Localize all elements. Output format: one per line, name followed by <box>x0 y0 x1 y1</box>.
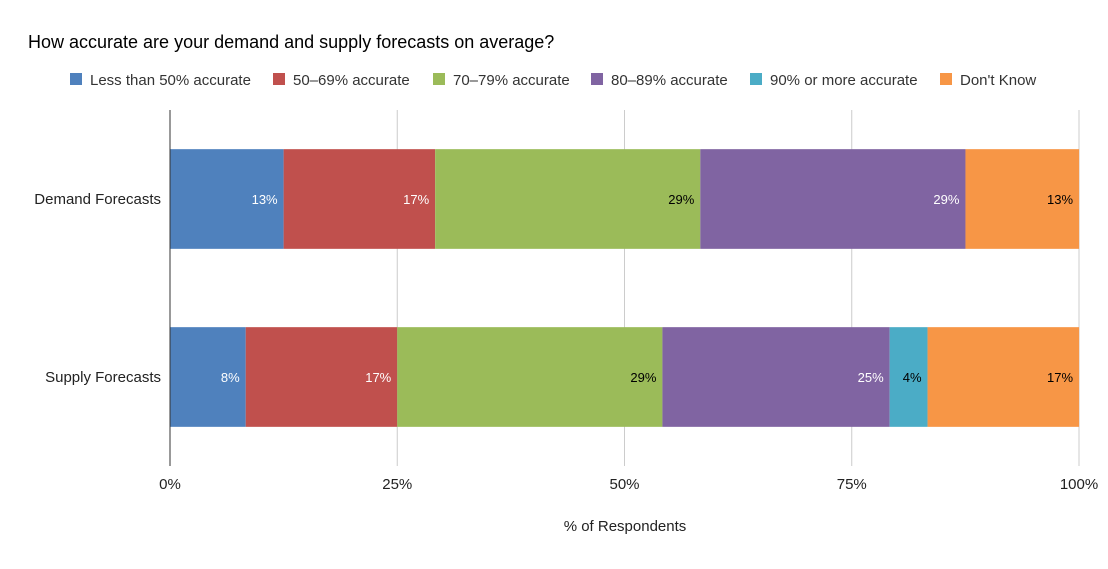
legend-swatch <box>273 73 285 85</box>
bar-segment <box>170 327 246 427</box>
bar-segment <box>927 327 1080 427</box>
x-axis-title: % of Respondents <box>564 518 687 535</box>
x-tick-label: 25% <box>382 476 412 493</box>
legend-swatch <box>591 73 603 85</box>
legend-label: Less than 50% accurate <box>90 72 251 89</box>
data-label: 29% <box>630 370 656 385</box>
bar-segment <box>965 149 1080 249</box>
data-label: 13% <box>1047 192 1073 207</box>
legend-swatch <box>750 73 762 85</box>
x-tick-label: 50% <box>609 476 639 493</box>
bar-segment <box>700 149 966 249</box>
legend-label: 80–89% accurate <box>611 72 728 89</box>
bar-segment <box>283 149 436 249</box>
data-label: 25% <box>858 370 884 385</box>
x-tick-label: 100% <box>1060 476 1098 493</box>
data-label: 8% <box>221 370 240 385</box>
bar-segment <box>397 327 663 427</box>
bar-segment <box>662 327 890 427</box>
data-label: 13% <box>252 192 278 207</box>
x-tick-label: 75% <box>837 476 867 493</box>
legend-swatch <box>70 73 82 85</box>
legend-swatch <box>940 73 952 85</box>
legend: Less than 50% accurate 50–69% accurate 70–… <box>70 72 1036 89</box>
legend-label: Don't Know <box>960 72 1036 89</box>
data-label: 29% <box>668 192 694 207</box>
y-category-label: Demand Forecasts <box>34 191 161 208</box>
y-category-label: Supply Forecasts <box>45 369 161 386</box>
bar-segment <box>170 149 284 249</box>
legend-swatch <box>433 73 445 85</box>
data-label: 17% <box>365 370 391 385</box>
legend-label: 70–79% accurate <box>453 72 570 89</box>
legend-label: 90% or more accurate <box>770 72 918 89</box>
chart-title: How accurate are your demand and supply … <box>28 32 554 52</box>
data-label: 17% <box>1047 370 1073 385</box>
data-label: 29% <box>933 192 959 207</box>
y-axis: Demand Forecasts Supply Forecasts <box>34 110 171 466</box>
bar-segment <box>245 327 398 427</box>
data-label: 4% <box>903 370 922 385</box>
bar-segment <box>435 149 701 249</box>
x-axis: 0% 25% 50% 75% 100% <box>159 476 1098 493</box>
x-tick-label: 0% <box>159 476 181 493</box>
bar-segment <box>889 327 928 427</box>
bars: 13%17%29%29%0%13%8%17%29%25%4%17% <box>170 149 1080 427</box>
data-label: 17% <box>403 192 429 207</box>
legend-label: 50–69% accurate <box>293 72 410 89</box>
